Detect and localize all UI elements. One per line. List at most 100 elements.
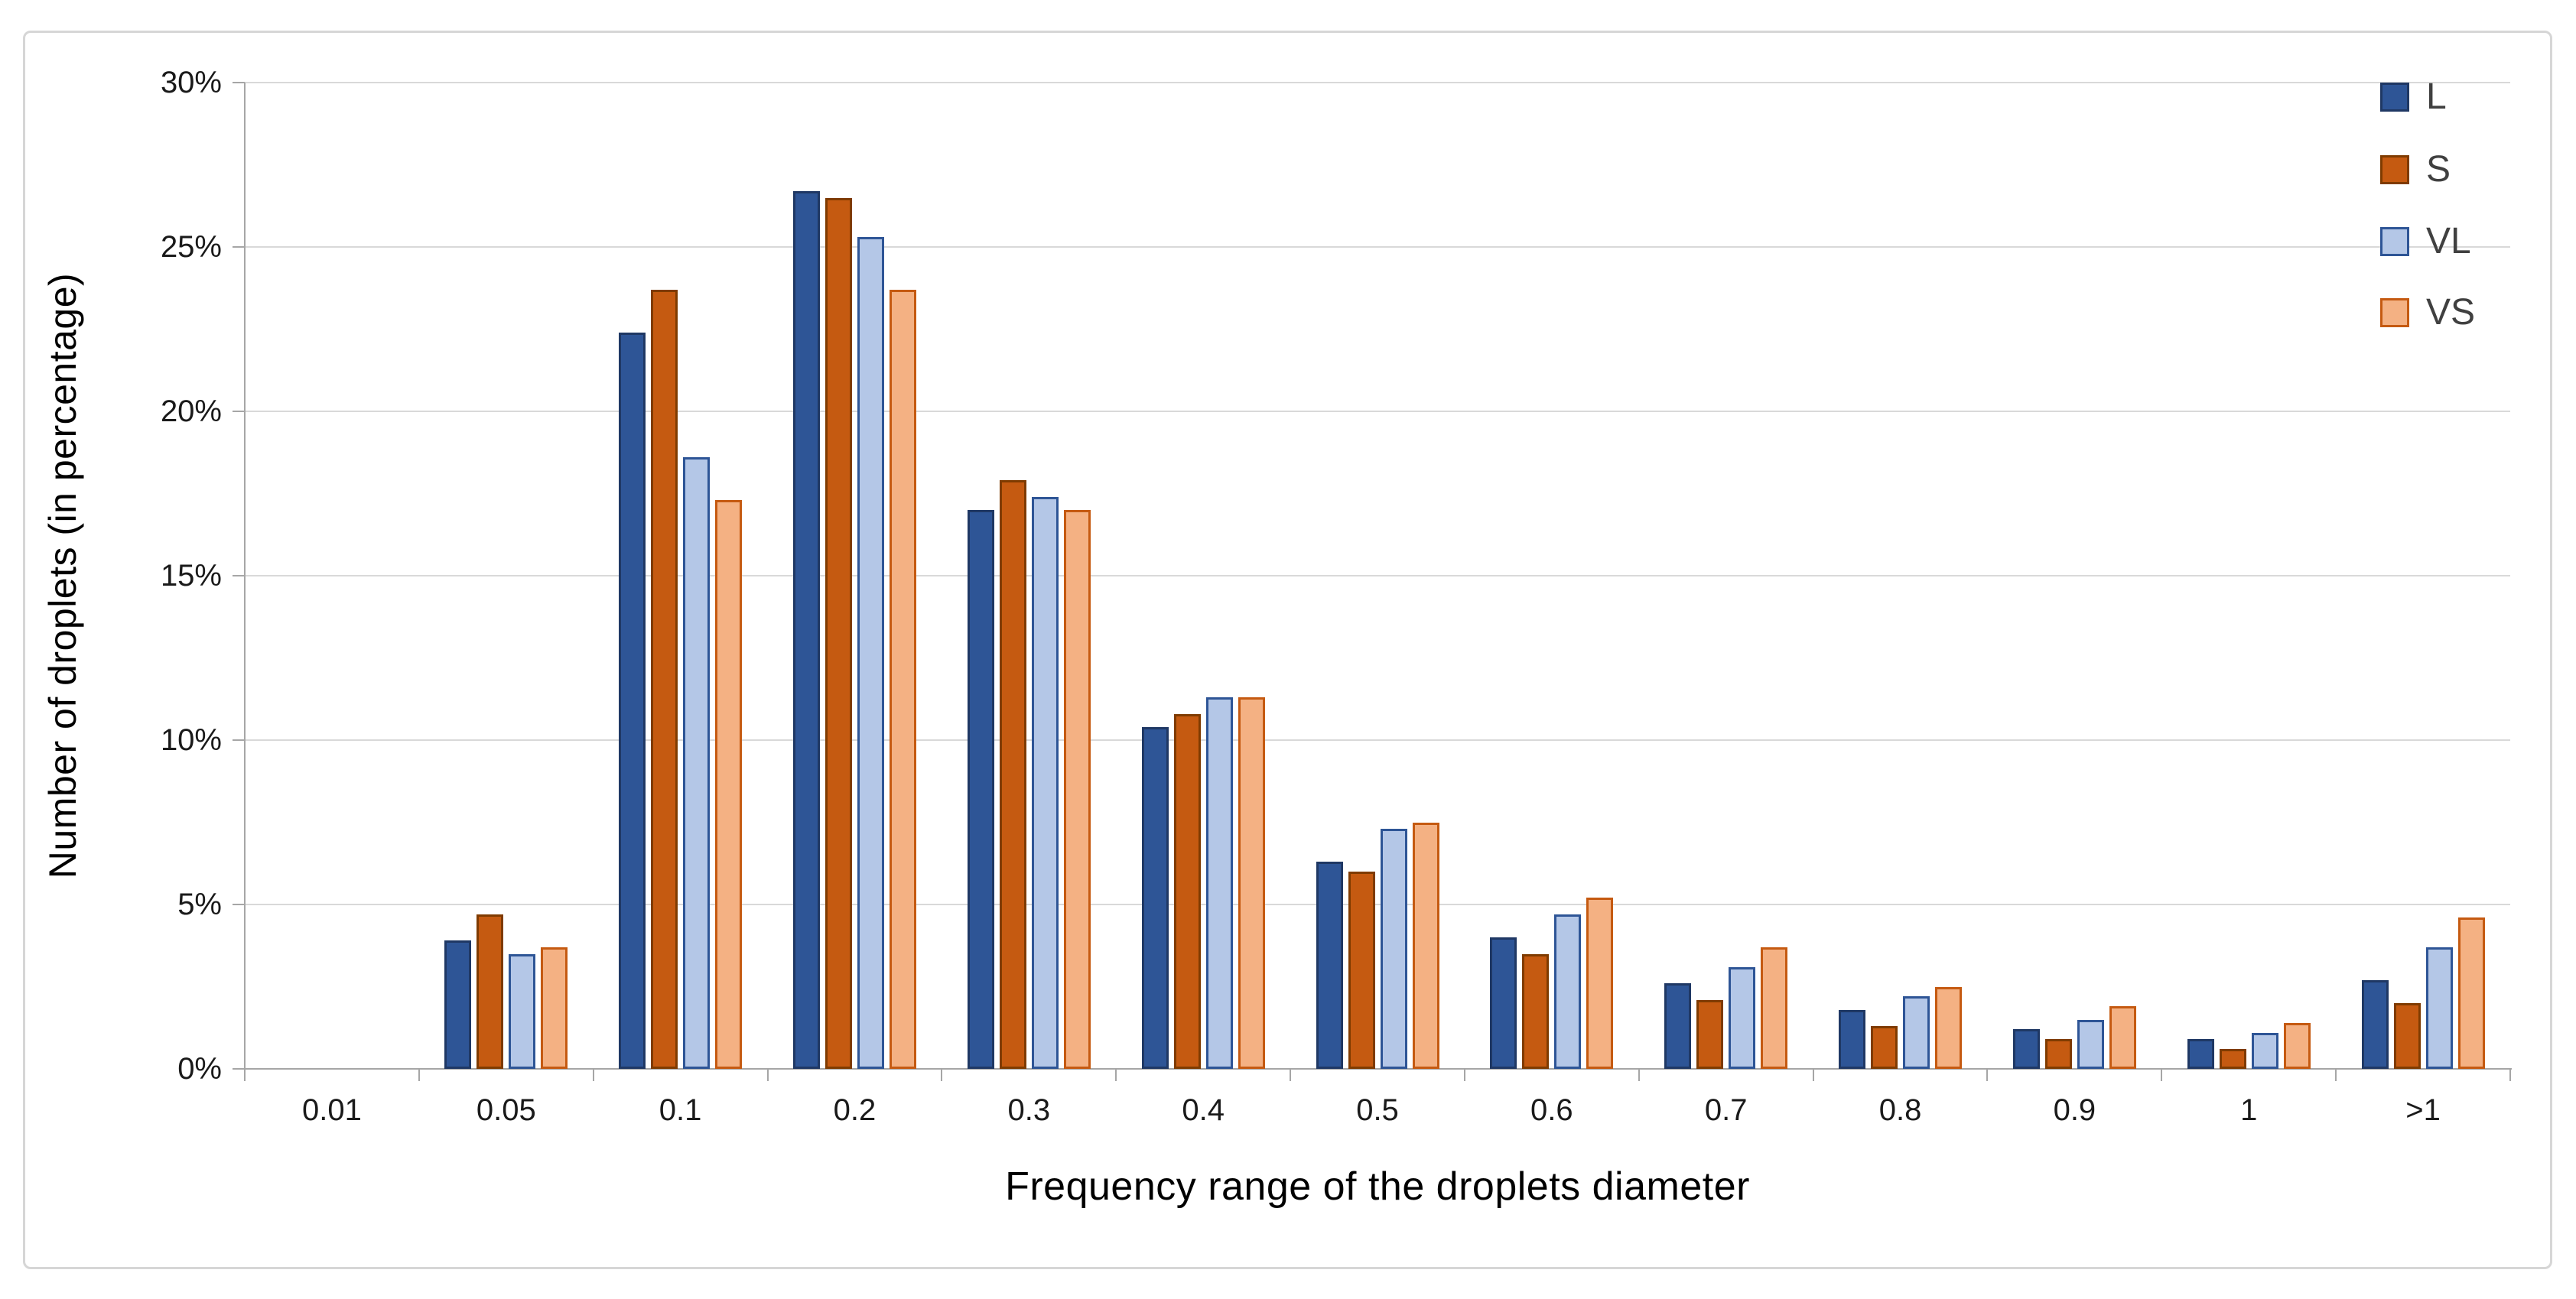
gridline-5pct [245, 904, 2510, 905]
x-tick-8 [1638, 1069, 1640, 1081]
bar-S-0.05 [476, 914, 504, 1069]
x-tick-13 [2509, 1069, 2511, 1081]
bar-VS->1 [2457, 917, 2485, 1069]
bar-VS-0.5 [1412, 822, 1439, 1069]
bar-L-0.5 [1316, 862, 1343, 1069]
y-tick-0pct [233, 1068, 245, 1070]
bar-VL-0.1 [683, 457, 711, 1069]
bar-L-0.6 [1490, 937, 1517, 1069]
x-tick-10 [1986, 1069, 1989, 1081]
x-tick-2 [592, 1069, 594, 1081]
bar-S->1 [2393, 1003, 2421, 1069]
bar-VS-0.8 [1935, 986, 1963, 1069]
x-tick-label-0.05: 0.05 [476, 1093, 536, 1127]
gridline-20pct [245, 411, 2510, 412]
bar-VL-0.9 [2077, 1019, 2104, 1069]
y-tick-30pct [233, 82, 245, 83]
gridline-15pct [245, 575, 2510, 576]
bar-S-0.6 [1522, 953, 1550, 1069]
bar-VL->1 [2425, 947, 2453, 1069]
y-tick-label-5pct: 5% [177, 888, 222, 921]
bar-VS-1 [2283, 1022, 2311, 1069]
x-tick-3 [766, 1069, 769, 1081]
bar-VS-0.9 [2109, 1006, 2136, 1069]
y-tick-label-15pct: 15% [160, 559, 222, 593]
gridline-10pct [245, 739, 2510, 741]
y-tick-label-20pct: 20% [160, 395, 222, 428]
bar-VL-1 [2251, 1032, 2278, 1069]
legend-swatch-S [2380, 155, 2409, 184]
bar-L-0.9 [2012, 1029, 2040, 1069]
y-tick-5pct [233, 904, 245, 905]
y-tick-label-30pct: 30% [160, 66, 222, 99]
x-axis-title: Frequency range of the droplets diameter [1005, 1164, 1750, 1209]
bar-S-0.7 [1696, 999, 1724, 1069]
bar-L-0.2 [792, 190, 820, 1069]
x-tick-label-0.1: 0.1 [659, 1093, 702, 1127]
legend-swatch-VS [2380, 298, 2409, 327]
x-tick-5 [1115, 1069, 1117, 1081]
bar-VL-0.3 [1031, 496, 1059, 1069]
x-tick-6 [1290, 1069, 1292, 1081]
bar-VL-0.6 [1554, 914, 1582, 1069]
legend-item-VS: VS [2380, 292, 2476, 333]
bar-L->1 [2361, 979, 2389, 1069]
bar-L-0.1 [619, 332, 646, 1069]
bar-S-0.5 [1348, 872, 1375, 1069]
x-tick-label-0.4: 0.4 [1182, 1093, 1225, 1127]
y-tick-10pct [233, 739, 245, 741]
bar-L-0.3 [967, 510, 994, 1069]
x-tick-9 [1812, 1069, 1814, 1081]
bar-S-0.1 [651, 289, 678, 1069]
bar-VS-0.4 [1238, 697, 1265, 1069]
bar-VL-0.5 [1380, 829, 1407, 1069]
legend-label-S: S [2426, 149, 2451, 190]
bar-VS-0.6 [1586, 898, 1614, 1069]
x-tick-12 [2335, 1069, 2337, 1081]
bar-L-0.8 [1839, 1009, 1866, 1069]
legend-label-VL: VL [2426, 221, 2471, 261]
legend-item-S: S [2380, 149, 2451, 190]
y-tick-25pct [233, 246, 245, 248]
x-axis-line [245, 1068, 2512, 1070]
bar-VL-0.8 [1903, 996, 1930, 1069]
legend-label-L: L [2426, 76, 2447, 117]
legend-item-VL: VL [2380, 221, 2471, 261]
bar-L-0.4 [1141, 726, 1169, 1069]
bar-L-0.7 [1664, 983, 1692, 1069]
x-tick-label-0.8: 0.8 [1878, 1093, 1922, 1127]
bar-VL-0.2 [857, 237, 884, 1069]
y-tick-label-0pct: 0% [177, 1052, 222, 1086]
bar-L-1 [2187, 1039, 2214, 1069]
x-tick-label-0.9: 0.9 [2053, 1093, 2096, 1127]
y-axis-line [244, 83, 246, 1081]
bar-VS-0.3 [1063, 510, 1091, 1069]
x-tick-label->1: >1 [2405, 1093, 2441, 1127]
bar-VL-0.4 [1205, 697, 1233, 1069]
bar-S-0.2 [825, 197, 852, 1069]
x-tick-label-0.5: 0.5 [1356, 1093, 1399, 1127]
legend-item-L: L [2380, 76, 2447, 117]
x-tick-label-0.3: 0.3 [1007, 1093, 1051, 1127]
bar-S-0.8 [1871, 1026, 1898, 1069]
bar-VS-0.1 [715, 500, 743, 1069]
x-tick-0 [244, 1069, 246, 1081]
bar-VS-0.05 [541, 947, 568, 1069]
x-tick-label-0.6: 0.6 [1530, 1093, 1573, 1127]
x-tick-4 [941, 1069, 943, 1081]
x-tick-label-1: 1 [2240, 1093, 2258, 1127]
gridline-25pct [245, 246, 2510, 248]
legend-swatch-L [2380, 83, 2409, 112]
bar-S-1 [2219, 1049, 2246, 1069]
legend-label-VS: VS [2426, 292, 2476, 333]
bar-VS-0.2 [889, 289, 916, 1069]
x-tick-1 [418, 1069, 420, 1081]
bar-VL-0.7 [1729, 966, 1756, 1069]
y-tick-label-10pct: 10% [160, 723, 222, 757]
gridline-30pct [245, 82, 2510, 83]
x-tick-label-0.7: 0.7 [1704, 1093, 1748, 1127]
bar-S-0.4 [1173, 713, 1201, 1069]
bar-VL-0.05 [509, 953, 536, 1069]
bar-S-0.9 [2044, 1039, 2072, 1069]
